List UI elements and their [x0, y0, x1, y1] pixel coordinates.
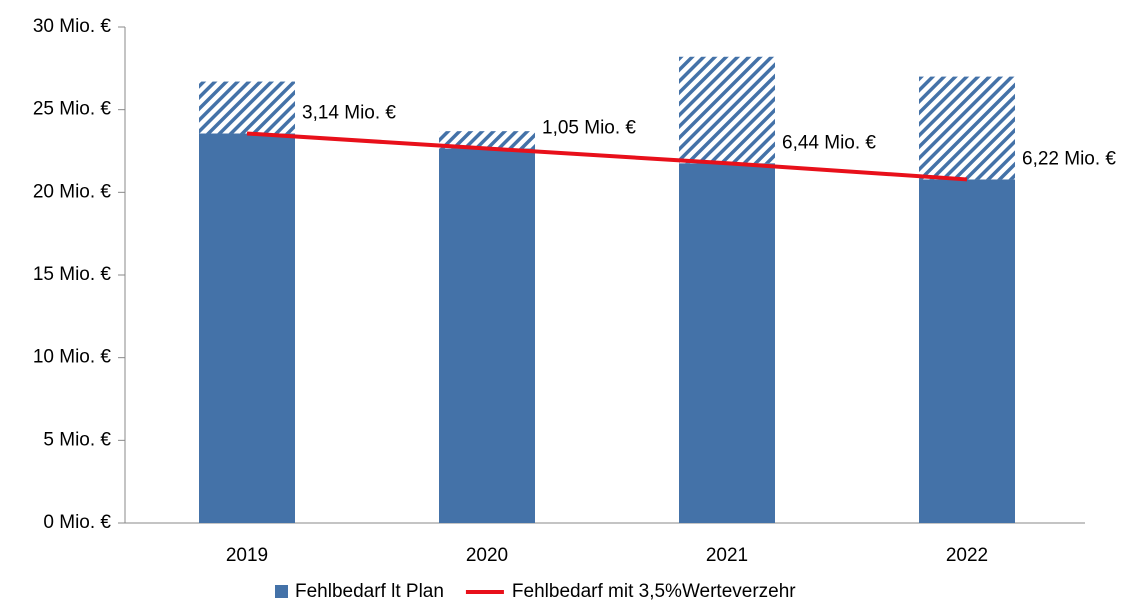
x-tick-label: 2020 — [466, 545, 508, 566]
x-tick-label: 2022 — [946, 545, 988, 566]
legend-label: Fehlbedarf mit 3,5%Werteverzehr — [512, 581, 796, 602]
hatched-bar — [919, 76, 1015, 180]
legend-label: Fehlbedarf lt Plan — [295, 581, 444, 602]
line — [246, 131, 968, 182]
bar — [679, 163, 775, 523]
data-label: 1,05 Mio. € — [542, 118, 636, 139]
y-tick-label: 15 Mio. € — [33, 264, 112, 285]
x-tick-label: 2021 — [706, 545, 748, 566]
bar — [199, 133, 295, 523]
y-tick-label: 0 Mio. € — [43, 512, 111, 533]
y-tick-label: 25 Mio. € — [33, 99, 112, 120]
bar — [439, 148, 535, 523]
x-tick-label: 2019 — [226, 545, 268, 566]
hatched-bar — [439, 131, 535, 149]
data-label: 6,22 Mio. € — [1022, 148, 1116, 169]
y-tick-label: 20 Mio. € — [33, 181, 112, 202]
legend-swatch — [275, 585, 288, 598]
data-label: 6,44 Mio. € — [782, 132, 876, 153]
data-label: 3,14 Mio. € — [302, 102, 396, 123]
y-tick-label: 30 Mio. € — [33, 16, 112, 37]
hatched-bar — [679, 56, 775, 164]
y-tick-label: 10 Mio. € — [33, 347, 112, 368]
hatched-bar — [199, 81, 295, 134]
bar — [919, 179, 1015, 524]
y-tick-label: 5 Mio. € — [43, 429, 111, 450]
